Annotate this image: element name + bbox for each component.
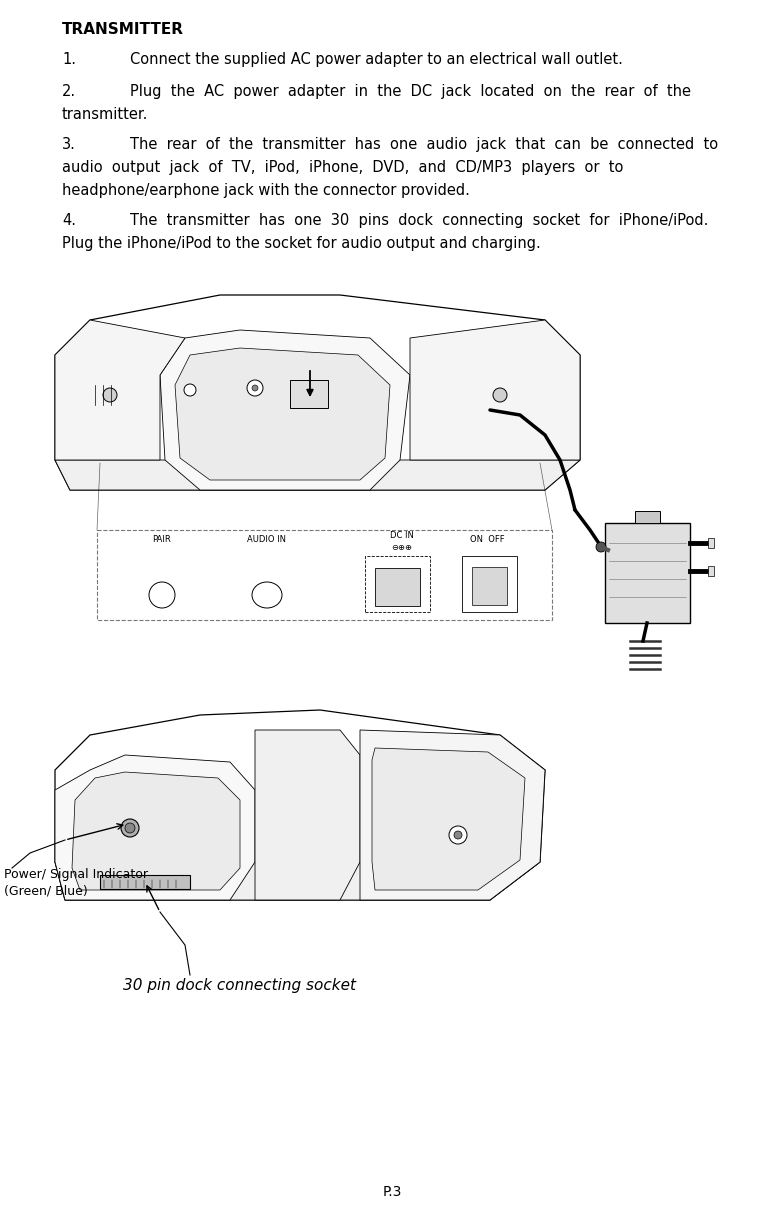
Polygon shape (55, 862, 540, 900)
Text: AUDIO IN: AUDIO IN (248, 535, 286, 544)
Text: TRANSMITTER: TRANSMITTER (62, 22, 184, 38)
Text: PAIR: PAIR (153, 535, 172, 544)
Text: Plug the iPhone/iPod to the socket for audio output and charging.: Plug the iPhone/iPod to the socket for a… (62, 236, 541, 251)
Text: P.3: P.3 (383, 1186, 401, 1199)
Bar (365, 556, 430, 612)
Bar (708, 538, 714, 549)
Text: 1.: 1. (62, 52, 76, 67)
Bar (708, 566, 714, 576)
Bar (97, 530, 552, 620)
Text: (Green/ Blue): (Green/ Blue) (4, 885, 88, 899)
Bar (375, 568, 420, 606)
Circle shape (596, 543, 606, 552)
Text: ⊖⊕⊕: ⊖⊕⊕ (391, 543, 412, 552)
Ellipse shape (252, 582, 282, 608)
Text: 4.: 4. (62, 213, 76, 228)
Text: The  transmitter  has  one  30  pins  dock  connecting  socket  for  iPhone/iPod: The transmitter has one 30 pins dock con… (130, 213, 709, 228)
Text: 3.: 3. (62, 137, 76, 153)
Polygon shape (55, 295, 580, 490)
Polygon shape (410, 320, 580, 460)
Polygon shape (255, 730, 360, 900)
Text: The  rear  of  the  transmitter  has  one  audio  jack  that  can  be  connected: The rear of the transmitter has one audi… (130, 137, 718, 153)
Bar (462, 556, 517, 612)
Text: DC IN: DC IN (390, 530, 414, 540)
Bar (605, 523, 690, 622)
Text: 2.: 2. (62, 84, 76, 99)
Text: transmitter.: transmitter. (62, 107, 148, 122)
Bar (290, 380, 328, 408)
Polygon shape (360, 730, 545, 900)
Polygon shape (55, 754, 255, 900)
Polygon shape (175, 348, 390, 480)
Bar (100, 876, 190, 889)
Text: 30 pin dock connecting socket: 30 pin dock connecting socket (124, 978, 357, 993)
Text: audio  output  jack  of  TV,  iPod,  iPhone,  DVD,  and  CD/MP3  players  or  to: audio output jack of TV, iPod, iPhone, D… (62, 160, 623, 176)
Circle shape (247, 380, 263, 396)
Polygon shape (72, 771, 240, 890)
Polygon shape (55, 710, 545, 900)
Polygon shape (55, 320, 185, 460)
Circle shape (449, 826, 467, 844)
Text: Power/ Signal Indicator: Power/ Signal Indicator (4, 868, 148, 880)
Polygon shape (372, 748, 525, 890)
Text: Plug  the  AC  power  adapter  in  the  DC  jack  located  on  the  rear  of  th: Plug the AC power adapter in the DC jack… (130, 84, 691, 99)
Polygon shape (55, 460, 580, 490)
Circle shape (454, 831, 462, 839)
Circle shape (103, 388, 117, 402)
Polygon shape (160, 331, 410, 490)
Text: Connect the supplied AC power adapter to an electrical wall outlet.: Connect the supplied AC power adapter to… (130, 52, 622, 67)
Bar (472, 567, 507, 606)
Circle shape (121, 819, 139, 837)
Circle shape (125, 823, 135, 833)
Circle shape (184, 384, 196, 396)
Text: headphone/earphone jack with the connector provided.: headphone/earphone jack with the connect… (62, 183, 470, 199)
Circle shape (252, 385, 258, 391)
Text: ON  OFF: ON OFF (470, 535, 504, 544)
Circle shape (149, 582, 175, 608)
Bar (635, 511, 660, 523)
Circle shape (493, 388, 507, 402)
